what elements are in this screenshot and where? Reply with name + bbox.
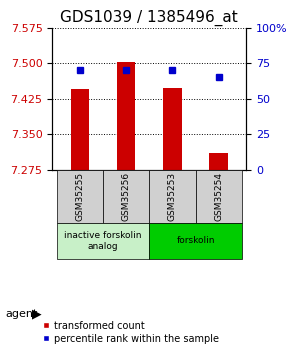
Bar <box>163 88 182 170</box>
Text: forskolin: forskolin <box>176 236 215 246</box>
Text: GSM35254: GSM35254 <box>214 172 223 221</box>
Text: ▶: ▶ <box>32 307 41 321</box>
Text: GSM35256: GSM35256 <box>122 172 131 221</box>
FancyBboxPatch shape <box>57 170 103 223</box>
Bar <box>209 153 228 170</box>
Legend: transformed count, percentile rank within the sample: transformed count, percentile rank withi… <box>43 321 219 344</box>
FancyBboxPatch shape <box>149 223 242 259</box>
Bar <box>117 62 135 170</box>
FancyBboxPatch shape <box>196 170 242 223</box>
Title: GDS1039 / 1385496_at: GDS1039 / 1385496_at <box>61 10 238 26</box>
Text: GSM35253: GSM35253 <box>168 172 177 221</box>
FancyBboxPatch shape <box>149 170 196 223</box>
Bar <box>71 89 89 170</box>
FancyBboxPatch shape <box>57 223 149 259</box>
FancyBboxPatch shape <box>103 170 149 223</box>
Text: inactive forskolin
analog: inactive forskolin analog <box>64 231 142 251</box>
Text: agent: agent <box>6 309 38 319</box>
Text: GSM35255: GSM35255 <box>75 172 84 221</box>
